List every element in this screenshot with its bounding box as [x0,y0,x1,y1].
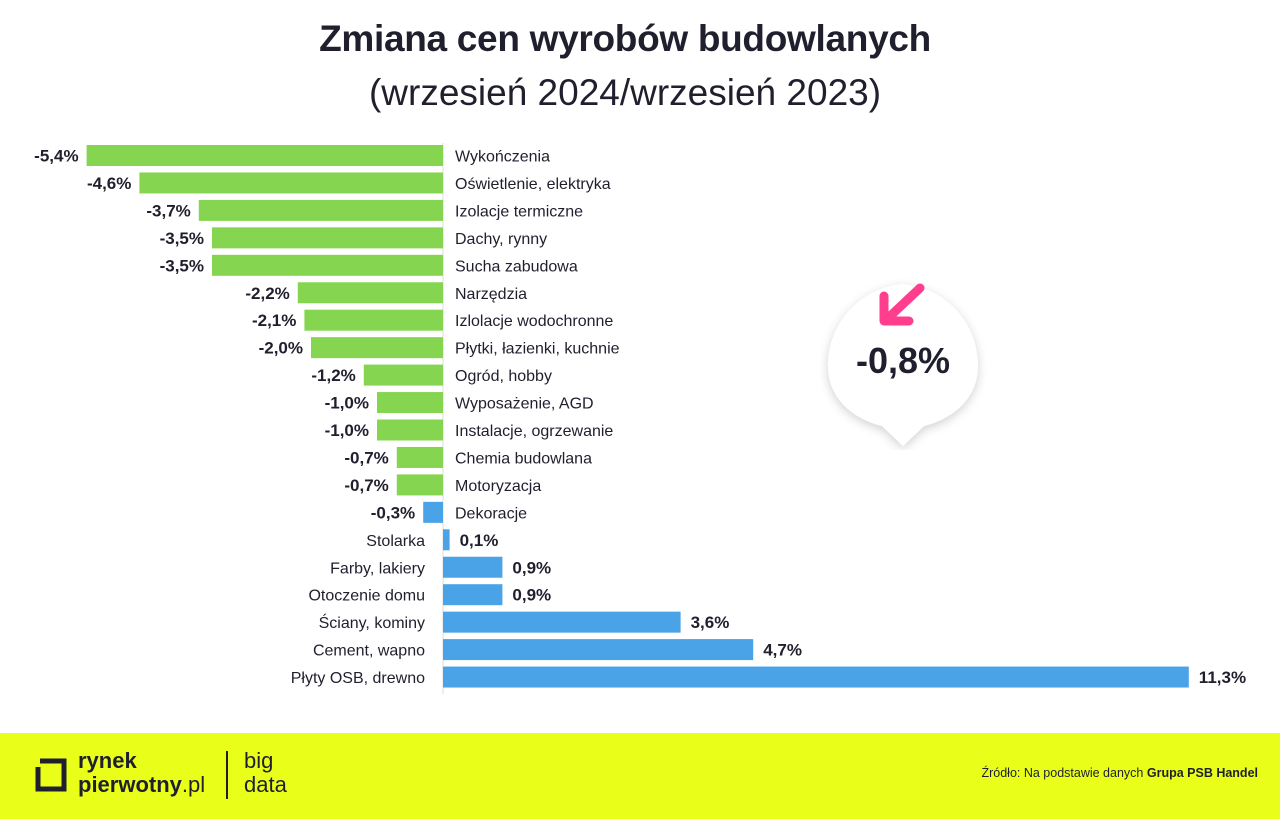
bar [443,611,681,633]
bar [297,282,443,304]
category-label: Farby, lakiery [330,560,425,577]
source-name: Grupa PSB Handel [1146,766,1258,780]
bar-chart: Wykończenia -5,4% Oświetlenie, elektryka -4… [34,143,1246,694]
value-label: -3,5% [160,229,204,248]
category-label: Ściany, kominy [319,613,425,632]
average-value: -0,8% [855,340,951,381]
value-label: 0,9% [512,586,551,605]
category-label: Wykończenia [455,149,550,166]
big-data-logo: big data [244,749,287,797]
category-label: Sucha zabudowa [455,258,578,275]
logo-text: rynek pierwotny.pl [78,749,205,797]
bar [304,309,443,331]
value-label: -2,2% [245,284,289,303]
chart-subtitle: (wrzesień 2024/wrzesień 2023) [368,72,882,113]
value-label: -2,1% [252,311,296,330]
source-note: Źródło: Na podstawie danych Grupa PSB Ha… [981,766,1258,780]
bar [86,145,443,166]
value-label: -1,0% [325,394,369,413]
value-label: -0,7% [344,448,388,467]
bar [311,337,443,359]
category-label: Cement, wapno [313,643,425,660]
source-prefix: Źródło: Na podstawie danych [981,766,1144,780]
category-label: Płytki, łazienki, kuchnie [455,341,620,358]
category-label: Izlolacje wodochronne [455,313,613,330]
category-label: Narzędzia [455,286,527,303]
category-label: Płyty OSB, drewno [291,670,425,687]
value-label: -5,4% [34,147,78,166]
logo-suffix: .pl [181,772,206,797]
value-label: -0,3% [371,503,415,522]
category-label: Dachy, rynny [455,231,547,248]
bar [198,199,443,221]
bar [363,364,443,386]
value-label: -3,5% [160,256,204,275]
bar [377,419,443,441]
value-label: 11,3% [1199,668,1246,687]
value-label: -2,0% [259,339,303,358]
category-label: Izolacje termiczne [455,203,583,220]
bar [377,392,443,414]
value-label: -3,7% [146,201,190,220]
bar [212,254,443,276]
bar [212,227,443,249]
logo-line-2: pierwotny [78,772,182,797]
category-label: Otoczenie domu [308,588,425,605]
bar [423,501,443,523]
bar [443,584,503,606]
bar [139,172,443,194]
value-label: 4,7% [763,641,802,660]
arrow-down-left-icon [879,283,925,326]
category-label: Ogród, hobby [455,368,552,385]
logo-mark-icon [35,758,67,792]
category-label: Oświetlenie, elektryka [455,176,611,193]
logo-divider [226,751,228,799]
bar [443,529,450,551]
bar [396,446,443,468]
chart-title: Zmiana cen wyrobów budowlanych [319,18,931,59]
category-label: Dekoracje [455,505,527,522]
bar [443,556,503,578]
big-data-line-1: big [244,748,274,773]
logo-line-1: rynek [78,748,137,773]
footer-bar: rynek pierwotny.pl big data Źródło: Na p… [0,733,1280,819]
value-label: -1,2% [311,366,355,385]
value-label: 0,9% [512,558,551,577]
big-data-line-2: data [244,772,287,797]
value-label: 3,6% [691,613,730,632]
value-label: -1,0% [325,421,369,440]
category-label: Instalacje, ogrzewanie [455,423,613,440]
bar [443,639,754,661]
value-label: -4,6% [87,174,131,193]
average-badge [828,283,978,446]
category-label: Chemia budowlana [455,450,592,467]
category-label: Stolarka [366,533,425,550]
value-label: 0,1% [460,531,499,550]
bar [396,474,443,496]
bar [443,666,1189,688]
value-label: -0,7% [344,476,388,495]
category-label: Motoryzacja [455,478,541,495]
category-label: Wyposażenie, AGD [455,396,594,413]
